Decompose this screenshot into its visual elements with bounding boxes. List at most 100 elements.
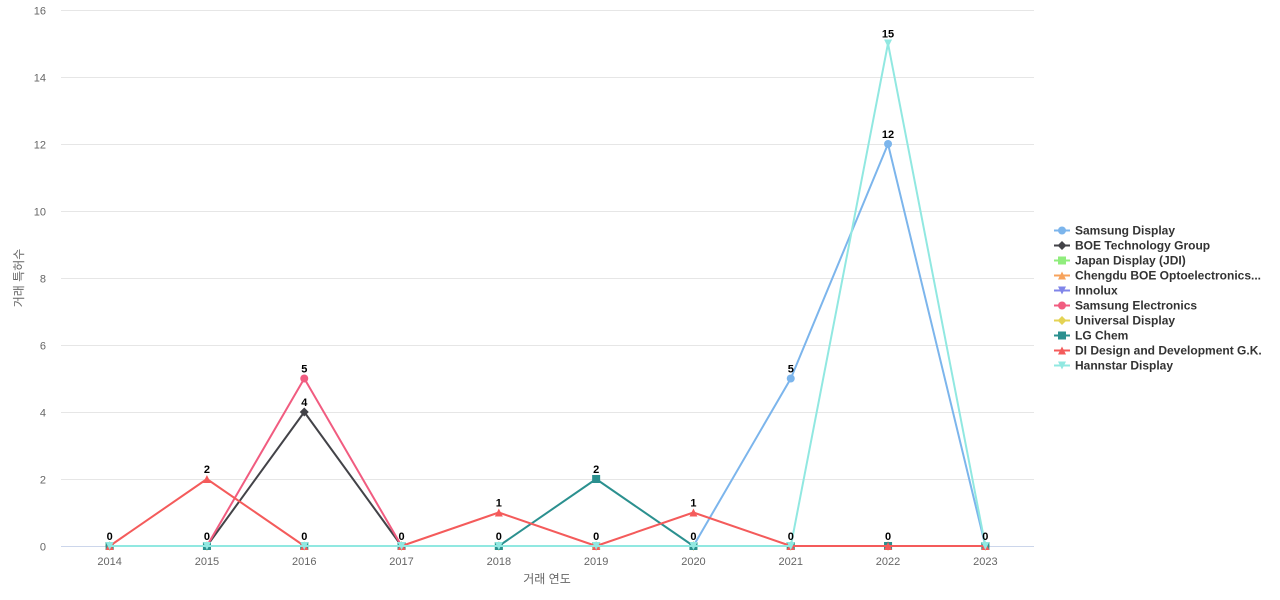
legend-label: DI Design and Development G.K. [1075, 344, 1262, 358]
legend-item: Samsung Display [1054, 224, 1175, 238]
legend-marker [1058, 361, 1066, 370]
legend-label: Samsung Electronics [1075, 299, 1197, 313]
data-label: 15 [882, 29, 894, 41]
data-label: 5 [301, 364, 307, 376]
legend-label: Chengdu BOE Optoelectronics... [1075, 269, 1261, 283]
x-tick-label: 2020 [681, 556, 705, 568]
legend-marker [1058, 331, 1066, 340]
legend-item: Japan Display (JDI) [1054, 254, 1186, 268]
legend-marker [1058, 286, 1066, 295]
data-point [786, 542, 795, 550]
legend-item: Innolux [1054, 284, 1118, 298]
data-label: 0 [593, 531, 599, 543]
series-5 [105, 374, 990, 550]
data-point [786, 374, 795, 383]
y-tick-label: 10 [34, 207, 46, 219]
legend-label: Innolux [1075, 284, 1118, 298]
legend-marker [1057, 241, 1067, 250]
y-tick-label: 6 [40, 341, 46, 353]
legend-marker [1058, 301, 1066, 310]
data-point [884, 39, 893, 48]
data-point [397, 542, 406, 550]
x-tick-label: 2023 [973, 556, 997, 568]
data-point [884, 542, 893, 550]
data-label: 0 [982, 531, 988, 543]
data-point [884, 140, 893, 148]
legend-marker [1058, 346, 1066, 355]
legend-marker [1058, 256, 1066, 265]
data-point [494, 508, 503, 517]
data-point [299, 407, 309, 417]
x-tick-label: 2014 [97, 556, 121, 568]
data-label: 0 [788, 531, 794, 543]
x-tick-label: 2016 [292, 556, 316, 568]
data-label: 1 [690, 498, 696, 510]
data-label: 12 [882, 129, 894, 141]
legend-item: BOE Technology Group [1054, 239, 1210, 253]
legend-label: Hannstar Display [1075, 359, 1173, 373]
legend-marker [1058, 271, 1066, 280]
data-point [300, 542, 309, 550]
y-tick-label: 14 [34, 73, 46, 85]
legend-label: Samsung Display [1075, 224, 1175, 238]
legend-item: Samsung Electronics [1054, 299, 1197, 313]
series-line [109, 478, 986, 547]
series-lines [105, 39, 990, 551]
series-line [109, 377, 986, 547]
data-point [689, 508, 698, 517]
legend-marker [1058, 226, 1066, 235]
legend-item: DI Design and Development G.K. [1054, 344, 1262, 358]
series-7 [105, 475, 990, 550]
data-point [202, 542, 211, 550]
data-point [494, 542, 503, 550]
series-line [109, 42, 987, 547]
data-label: 5 [788, 364, 794, 376]
legend-item: Chengdu BOE Optoelectronics... [1054, 269, 1261, 283]
data-label: 0 [398, 531, 404, 543]
data-point [592, 542, 601, 550]
legend-label: Japan Display (JDI) [1075, 254, 1186, 268]
data-label: 1 [496, 498, 502, 510]
series-9 [105, 39, 990, 550]
legend-item: Hannstar Display [1054, 359, 1173, 373]
data-label: 0 [204, 531, 210, 543]
y-axis-title: 거래 특허수 [12, 249, 26, 308]
x-tick-label: 2015 [195, 556, 219, 568]
x-tick-label: 2022 [876, 556, 900, 568]
x-axis-ticks: 2014 2015 2016 2017 2018 2019 2020 2021 2022 2023 [97, 556, 997, 568]
legend-item: LG Chem [1054, 329, 1128, 343]
legend-item: Universal Display [1054, 314, 1175, 328]
grid-lines [61, 10, 1034, 480]
x-tick-label: 2021 [779, 556, 803, 568]
y-tick-label: 4 [40, 408, 46, 420]
data-point [981, 542, 990, 550]
y-tick-label: 12 [34, 140, 46, 152]
y-tick-label: 16 [34, 6, 46, 18]
legend-label: BOE Technology Group [1075, 239, 1210, 253]
y-tick-label: 8 [40, 274, 46, 286]
x-tick-label: 2019 [584, 556, 608, 568]
x-tick-label: 2017 [389, 556, 413, 568]
data-label: 2 [204, 464, 210, 476]
data-label: 0 [496, 531, 502, 543]
data-point [202, 475, 211, 483]
legend-marker [1057, 316, 1067, 325]
y-tick-label: 2 [40, 475, 46, 487]
x-tick-label: 2018 [487, 556, 511, 568]
data-label: 4 [301, 397, 308, 409]
data-label: 0 [690, 531, 696, 543]
data-label: 0 [107, 531, 113, 543]
y-axis-ticks: 0 2 4 6 8 10 12 14 16 [34, 6, 46, 554]
legend-label: Universal Display [1075, 314, 1175, 328]
data-point [300, 374, 309, 383]
data-point [689, 542, 698, 550]
data-point [105, 542, 114, 550]
data-label: 0 [885, 531, 891, 543]
legend-label: LG Chem [1075, 329, 1128, 343]
data-label: 0 [301, 531, 307, 543]
y-tick-label: 0 [40, 542, 46, 554]
data-point [592, 475, 601, 483]
